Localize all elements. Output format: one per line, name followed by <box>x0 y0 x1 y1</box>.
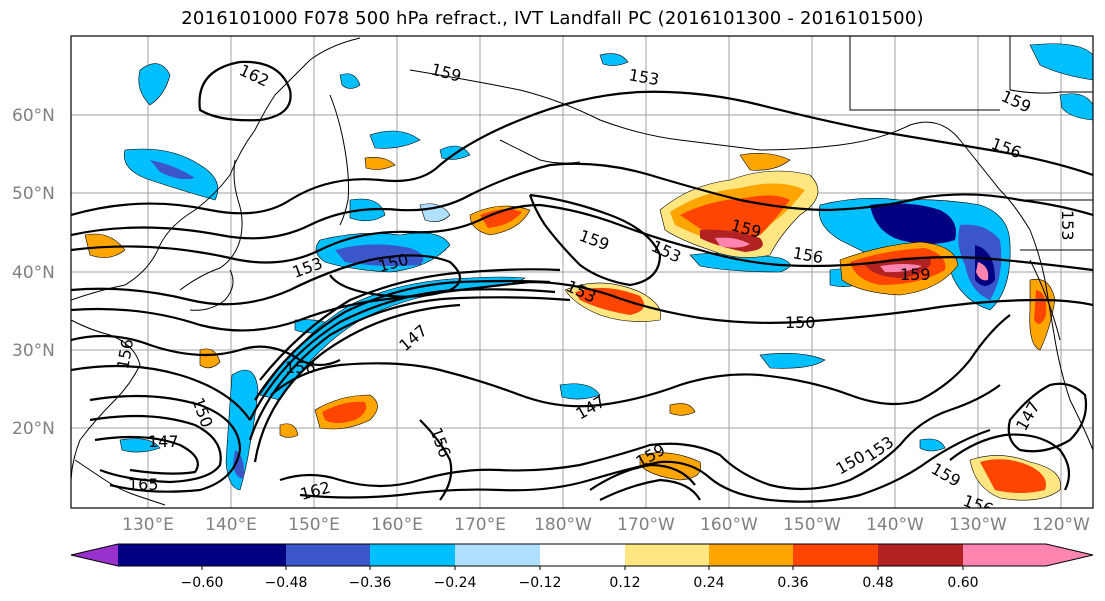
latitude-axis: 60°N 50°N 40°N 30°N 20°N <box>12 106 55 439</box>
contour-label: 153 <box>1058 210 1077 241</box>
lon-tick-label: 140°E <box>205 515 257 535</box>
positive-refractivity-patches <box>84 153 1061 501</box>
colorbar-tick-label: −0.48 <box>265 575 308 591</box>
colorbar-segment <box>540 544 626 566</box>
contour-label: 156 <box>285 358 316 377</box>
colorbar-tick-label: −0.60 <box>181 575 224 591</box>
lon-tick-label: 170°W <box>617 515 675 535</box>
colorbar: −0.60 −0.48 −0.36 −0.24 −0.12 0.12 0.24 … <box>70 543 1094 591</box>
lon-tick-label: 120°W <box>1032 515 1090 535</box>
colorbar-tick-label: −0.24 <box>434 575 477 591</box>
contour-label: 159 <box>900 265 931 284</box>
coastlines <box>71 36 1093 506</box>
lat-tick-label: 60°N <box>12 106 55 126</box>
contour-label: 165 <box>128 475 159 494</box>
colorbar-segment <box>286 544 371 566</box>
colorbar-high-extension <box>1046 544 1093 566</box>
colorbar-tick-label: 0.24 <box>693 575 724 591</box>
lon-tick-label: 130°W <box>949 515 1007 535</box>
colorbar-segment <box>793 544 879 566</box>
colorbar-segment <box>118 544 203 566</box>
lon-tick-label: 170°E <box>454 515 506 535</box>
lon-tick-label: 140°W <box>866 515 924 535</box>
colorbar-ticks <box>201 566 964 570</box>
map-panel: 162 159 153 156 159 156 153 159 150 153 … <box>71 36 1093 508</box>
lon-tick-label: 180°W <box>534 515 592 535</box>
colorbar-segment <box>709 544 794 566</box>
colorbar-segment <box>455 544 541 566</box>
lon-tick-label: 160°W <box>700 515 758 535</box>
colorbar-outline <box>70 543 1094 567</box>
colorbar-low-extension <box>71 544 118 566</box>
map-frame <box>70 35 1094 509</box>
longitude-axis: 130°E 140°E 150°E 160°E 170°E 180°W 170°… <box>122 515 1090 535</box>
height-contours <box>71 60 1093 503</box>
lat-tick-label: 50°N <box>12 184 55 204</box>
colorbar-tick-label: 0.60 <box>947 575 978 591</box>
colorbar-segment <box>370 544 456 566</box>
contour-label: 147 <box>148 432 179 451</box>
colorbar-segment <box>878 544 964 566</box>
lat-tick-label: 30°N <box>12 341 55 361</box>
contour-label: 150 <box>785 313 816 332</box>
colorbar-tick-label: 0.36 <box>777 575 808 591</box>
colorbar-tick-label: −0.36 <box>349 575 392 591</box>
colorbar-tick-label: 0.12 <box>609 575 640 591</box>
lat-tick-label: 40°N <box>12 263 55 283</box>
colorbar-tick-label: −0.12 <box>519 575 562 591</box>
lon-tick-label: 150°W <box>783 515 841 535</box>
lon-tick-label: 150°E <box>288 515 340 535</box>
colorbar-segment <box>963 544 1047 566</box>
lon-tick-label: 130°E <box>122 515 174 535</box>
colorbar-tick-label: 0.48 <box>862 575 893 591</box>
lat-tick-label: 20°N <box>12 419 55 439</box>
map-title: 2016101000 F078 500 hPa refract., IVT La… <box>181 8 924 29</box>
colorbar-segment <box>625 544 710 566</box>
colorbar-segment <box>202 544 287 566</box>
lon-tick-label: 160°E <box>371 515 423 535</box>
